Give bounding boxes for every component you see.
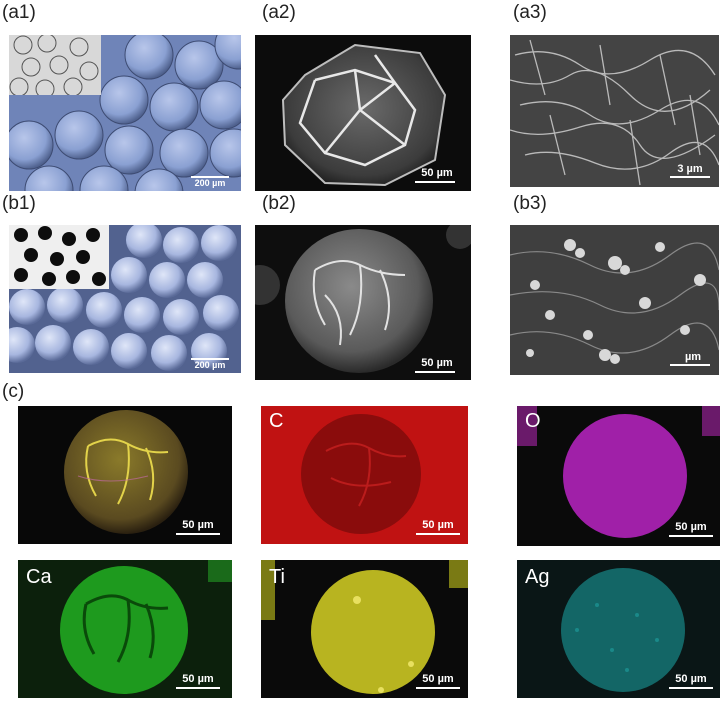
panel-c-overlay-map: 50 µm <box>18 406 232 544</box>
scale-label-a1: 200 µm <box>194 178 226 188</box>
element-label-Ca: Ca <box>26 566 52 588</box>
scalebar-c-oxygen <box>669 535 713 537</box>
panel-b3-sem-surface: µm <box>510 225 719 375</box>
scale-label-b3: µm <box>684 351 702 363</box>
coated-sphere-b2 <box>255 225 471 373</box>
panel-c-silver-map: Ag 50 µm <box>517 560 720 698</box>
panel-c-calcium-map: Ca 50 µm <box>18 560 232 698</box>
inset-b1 <box>9 225 109 289</box>
wrinkled-surface-a3 <box>510 35 719 187</box>
label-b1: (b1) <box>2 193 36 214</box>
label-b3: (b3) <box>513 193 547 214</box>
scale-label-b1: 200 µm <box>194 360 226 370</box>
label-a3: (a3) <box>513 2 547 23</box>
oxygen-sphere <box>517 406 720 546</box>
collapsed-sphere-a2 <box>281 43 455 187</box>
inset-a1 <box>9 35 101 95</box>
element-label-Ag: Ag <box>525 566 550 588</box>
scale-label-a2: 50 µm <box>421 167 453 179</box>
scalebar-c-overlay <box>176 533 220 535</box>
panel-a1-optical-image: 200 µm <box>9 35 241 191</box>
scale-label-c-oxygen: 50 µm <box>675 521 707 533</box>
label-b2: (b2) <box>262 193 296 214</box>
scalebar-a1 <box>191 176 229 178</box>
panel-a3-sem-surface: 3 µm <box>510 35 719 187</box>
panel-a2-sem-image: 50 µm <box>255 35 471 191</box>
scale-label-c-calcium: 50 µm <box>182 673 214 685</box>
particle-surface-b3 <box>510 225 719 375</box>
scale-label-c-overlay: 50 µm <box>182 519 214 531</box>
label-a1: (a1) <box>2 2 36 23</box>
microsphere-field-a1 <box>9 35 241 191</box>
scalebar-c-calcium <box>176 687 220 689</box>
scalebar-c-carbon <box>416 533 460 535</box>
element-label-Ti: Ti <box>269 566 285 588</box>
titanium-sphere <box>261 560 468 698</box>
label-a2: (a2) <box>262 2 296 23</box>
panel-c-oxygen-map: O 50 µm <box>517 406 720 546</box>
overlay-sphere <box>64 410 188 534</box>
calcium-sphere <box>18 560 232 698</box>
scale-label-c-titanium: 50 µm <box>422 673 454 685</box>
carbon-sphere <box>261 406 468 544</box>
panel-b2-sem-image: 50 µm <box>255 225 471 380</box>
scale-label-b2: 50 µm <box>421 357 453 369</box>
label-c: (c) <box>2 381 25 402</box>
scalebar-c-titanium <box>416 687 460 689</box>
panel-c-titanium-map: Ti 50 µm <box>261 560 468 698</box>
scale-label-c-carbon: 50 µm <box>422 519 454 531</box>
scalebar-c-silver <box>669 687 713 689</box>
silver-sphere <box>517 560 720 698</box>
element-label-C: C <box>269 410 284 432</box>
panel-b1-optical-image: 200 µm <box>9 225 241 373</box>
element-label-O: O <box>525 410 541 432</box>
scale-label-a3: 3 µm <box>677 163 703 175</box>
scale-label-c-silver: 50 µm <box>675 673 707 685</box>
scalebar-b1 <box>191 358 229 360</box>
panel-c-carbon-map: C 50 µm <box>261 406 468 544</box>
